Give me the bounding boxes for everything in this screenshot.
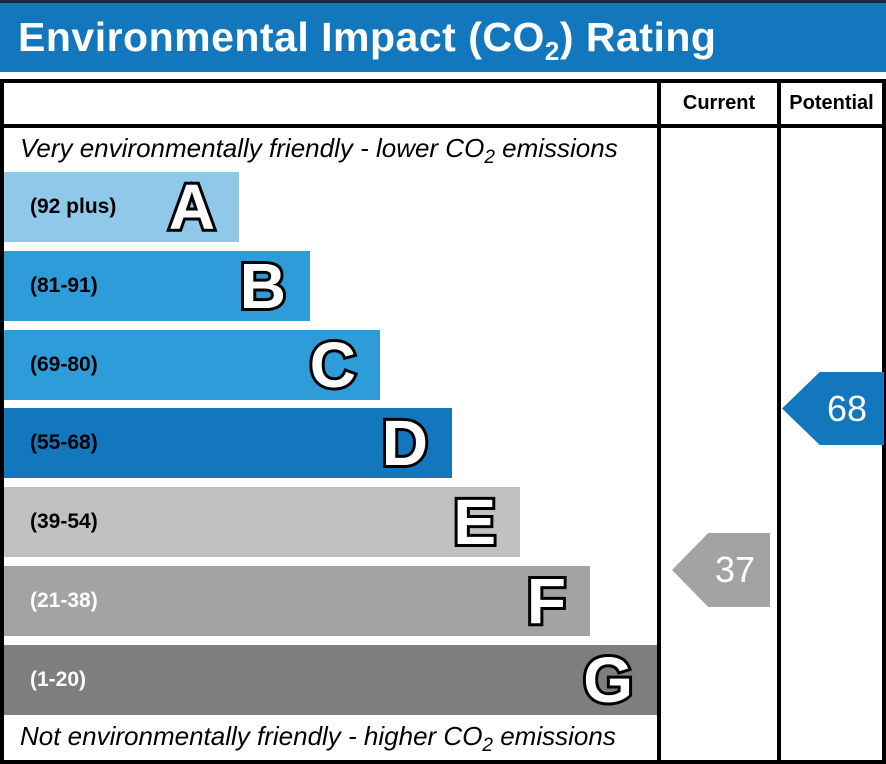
- rating-band-e: (39-54) E: [4, 487, 520, 557]
- band-range-label: (55-68): [30, 431, 98, 454]
- band-letter: G: [580, 644, 636, 716]
- chart-title-banner: Environmental Impact (CO2) Rating: [0, 0, 886, 72]
- current-column-header: Current: [682, 92, 756, 114]
- top-caption-subscript: 2: [484, 147, 495, 169]
- band-letter: D: [379, 407, 431, 479]
- rating-band-f: (21-38) F: [4, 566, 590, 636]
- band-range-label: (81-91): [30, 274, 98, 297]
- band-letter: A: [166, 171, 218, 243]
- bottom-caption-text: Not environmentally friendly - higher CO: [20, 721, 483, 751]
- top-caption-text: Very environmentally friendly - lower CO: [20, 133, 485, 163]
- rating-band-a: (92 plus) A: [4, 172, 239, 242]
- band-range-label: (92 plus): [30, 195, 117, 218]
- band-letter: E: [450, 486, 499, 558]
- potential-rating-value: 68: [826, 387, 868, 429]
- header-row-divider: [0, 124, 886, 128]
- rating-band-b: (81-91) B: [4, 251, 310, 321]
- band-letter: F: [524, 565, 569, 637]
- band-letter: B: [237, 250, 289, 322]
- chart-title: Environmental Impact (CO2) Rating: [18, 14, 717, 64]
- band-range-label: (69-80): [30, 353, 98, 376]
- chart-title-text: Environmental Impact (CO: [18, 14, 545, 60]
- chart-title-suffix: ) Rating: [559, 14, 717, 60]
- rating-band-g: (1-20) G: [4, 645, 657, 715]
- band-range-label: (21-38): [30, 589, 98, 612]
- bottom-caption-subscript: 2: [482, 735, 493, 757]
- bottom-caption: Not environmentally friendly - higher CO…: [20, 721, 616, 755]
- potential-column-header: Potential: [789, 92, 874, 114]
- top-caption: Very environmentally friendly - lower CO…: [20, 133, 618, 167]
- band-letter: C: [307, 329, 359, 401]
- rating-band-c: (69-80) C: [4, 330, 380, 400]
- current-rating-value: 37: [714, 549, 756, 590]
- band-range-label: (1-20): [30, 668, 87, 691]
- top-caption-suffix: emissions: [494, 133, 618, 163]
- bottom-caption-suffix: emissions: [493, 721, 616, 751]
- rating-band-d: (55-68) D: [4, 408, 452, 478]
- chart-title-subscript: 2: [544, 36, 560, 67]
- current-column-divider: [657, 79, 661, 764]
- potential-column-divider: [777, 79, 781, 764]
- band-range-label: (39-54): [30, 510, 98, 533]
